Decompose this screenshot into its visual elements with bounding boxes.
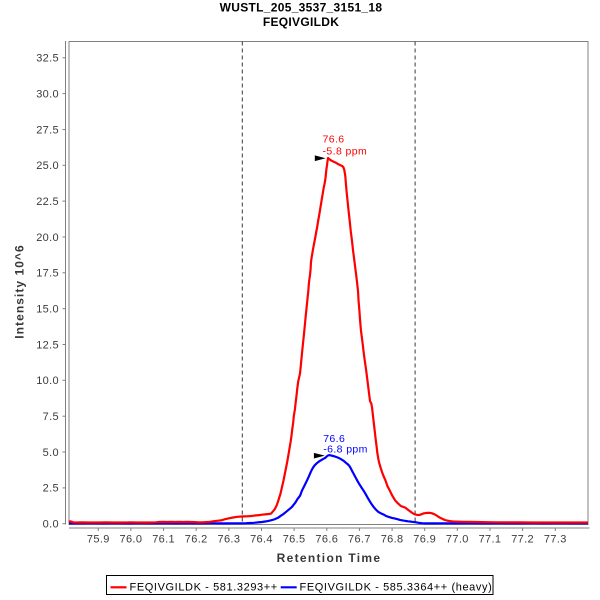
svg-text:76.0: 76.0 [119, 534, 142, 546]
svg-text:75.9: 75.9 [87, 534, 110, 546]
svg-text:77.3: 77.3 [544, 534, 567, 546]
svg-text:77.0: 77.0 [446, 534, 469, 546]
svg-text:76.4: 76.4 [250, 534, 273, 546]
svg-text:0.0: 0.0 [43, 519, 59, 531]
svg-text:Intensity 10^6: Intensity 10^6 [13, 244, 27, 338]
svg-text:77.2: 77.2 [511, 534, 534, 546]
svg-text:76.6: 76.6 [323, 134, 345, 146]
svg-text:5.0: 5.0 [43, 447, 59, 459]
svg-text:27.5: 27.5 [36, 124, 59, 136]
svg-text:Retention Time: Retention Time [277, 551, 382, 565]
svg-text:76.9: 76.9 [413, 534, 436, 546]
svg-text:76.1: 76.1 [152, 534, 175, 546]
svg-text:2.5: 2.5 [43, 483, 59, 495]
svg-text:-5.8 ppm: -5.8 ppm [323, 145, 368, 157]
svg-text:WUSTL_205_3537_3151_18: WUSTL_205_3537_3151_18 [220, 1, 383, 15]
svg-text:15.0: 15.0 [36, 304, 59, 316]
svg-text:76.7: 76.7 [348, 534, 371, 546]
svg-text:76.6: 76.6 [323, 433, 345, 445]
svg-text:FEQIVGILDK - 585.3364++ (heavy: FEQIVGILDK - 585.3364++ (heavy) [300, 582, 493, 594]
svg-text:12.5: 12.5 [36, 339, 59, 351]
svg-text:30.0: 30.0 [36, 88, 59, 100]
svg-text:20.0: 20.0 [36, 232, 59, 244]
svg-text:7.5: 7.5 [43, 411, 59, 423]
svg-text:FEQIVGILDK: FEQIVGILDK [263, 15, 339, 29]
svg-text:32.5: 32.5 [36, 53, 59, 65]
svg-text:FEQIVGILDK - 581.3293++: FEQIVGILDK - 581.3293++ [130, 582, 278, 594]
svg-text:76.3: 76.3 [217, 534, 240, 546]
svg-text:-6.8 ppm: -6.8 ppm [323, 443, 368, 455]
svg-text:22.5: 22.5 [36, 196, 59, 208]
svg-text:77.1: 77.1 [479, 534, 502, 546]
svg-text:76.5: 76.5 [283, 534, 306, 546]
svg-text:76.8: 76.8 [381, 534, 404, 546]
svg-text:10.0: 10.0 [36, 375, 59, 387]
svg-text:25.0: 25.0 [36, 160, 59, 172]
svg-text:17.5: 17.5 [36, 268, 59, 280]
svg-text:76.6: 76.6 [315, 534, 338, 546]
svg-text:76.2: 76.2 [185, 534, 208, 546]
